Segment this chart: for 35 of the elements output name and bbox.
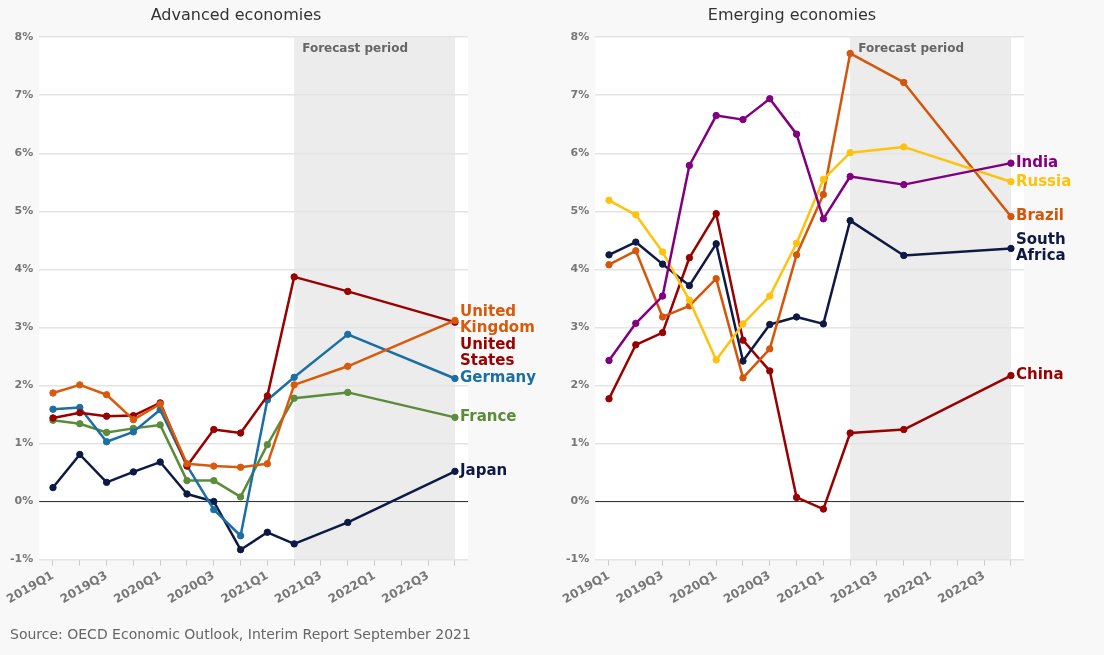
y-tick-label: 6% (570, 146, 590, 160)
y-tick-label: 5% (14, 204, 34, 218)
y-tick-label: -1% (565, 552, 590, 566)
y-tick-label: 0% (570, 494, 590, 508)
y-tick-label: 7% (14, 88, 34, 102)
series-label: United States (459, 335, 517, 370)
series-label: Brazil (1015, 206, 1064, 225)
y-tick-label: 2% (570, 378, 590, 392)
series-label: France (459, 407, 517, 426)
y-tick-label: 1% (570, 436, 590, 450)
y-tick-label: -1% (9, 552, 34, 566)
band-label: Forecast period (302, 41, 409, 56)
y-tick-label: 2% (14, 378, 34, 392)
y-tick-label: 1% (14, 436, 34, 450)
y-tick-label: 7% (570, 88, 590, 102)
y-tick-label: 3% (14, 320, 34, 334)
chart-title: Emerging economies (707, 4, 877, 24)
series-label: South Africa (1015, 230, 1066, 265)
series-label: Germany (459, 368, 537, 387)
series-label: China (1015, 365, 1064, 384)
series-label: United Kingdom (459, 302, 535, 337)
y-tick-label: 4% (570, 262, 590, 276)
y-tick-label: 8% (570, 30, 590, 44)
series-label: Russia (1015, 171, 1072, 190)
y-tick-label: 4% (14, 262, 34, 276)
y-tick-label: 8% (14, 30, 34, 44)
y-tick-label: 0% (14, 494, 34, 508)
series-label: India (1015, 153, 1059, 172)
y-tick-label: 5% (570, 204, 590, 218)
y-tick-label: 6% (14, 146, 34, 160)
chart-title: Advanced economies (150, 4, 322, 24)
y-tick-label: 3% (570, 320, 590, 334)
series-label: Japan (458, 461, 508, 480)
source-note: Source: OECD Economic Outlook, Interim Report September 2021 (10, 626, 471, 642)
band-label: Forecast period (858, 41, 965, 56)
